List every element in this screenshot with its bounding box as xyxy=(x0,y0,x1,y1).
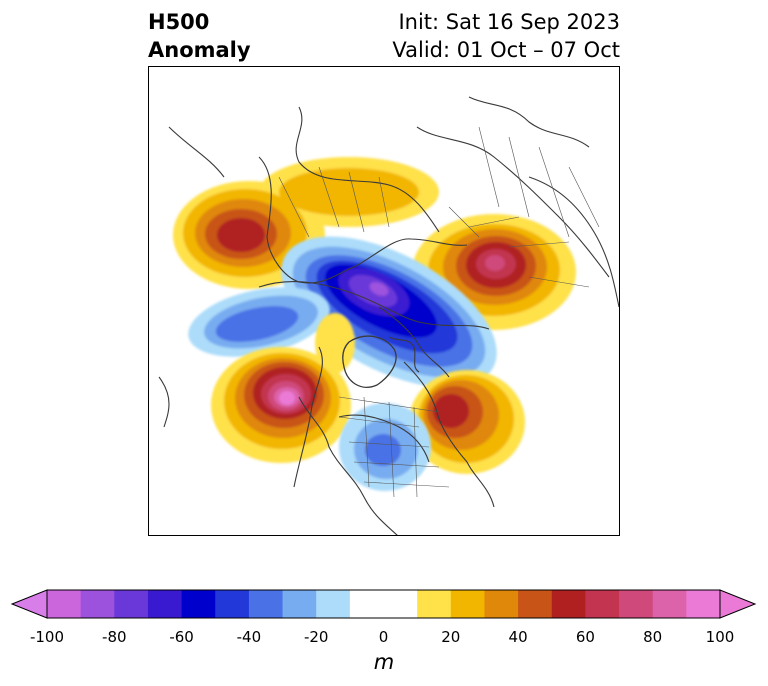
colorbar-cell xyxy=(147,590,183,618)
anomaly-arctic-negative xyxy=(281,236,497,388)
valid-date-range: Valid: 01 Oct – 07 Oct xyxy=(392,38,620,62)
colorbar-tick-label: -60 xyxy=(169,628,194,646)
anomaly-map xyxy=(148,66,620,536)
anomaly-canada-positive xyxy=(409,370,525,474)
colorbar-tick-label: 80 xyxy=(643,628,663,646)
colorbar-cell xyxy=(181,590,216,618)
colorbar-max-extension xyxy=(719,589,757,619)
colorbar-cell xyxy=(114,590,149,618)
colorbar-cell xyxy=(450,590,485,618)
colorbar-tick-label: 100 xyxy=(705,628,735,646)
colorbar-cell xyxy=(248,590,284,618)
colorbar-cell xyxy=(619,590,654,618)
field-title-line2: Anomaly xyxy=(148,38,251,62)
date-title: Init: Sat 16 Sep 2023 Valid: 01 Oct – 07… xyxy=(392,8,620,64)
greenland-landmass xyxy=(342,335,397,388)
colorbar-tick-label: 40 xyxy=(508,628,528,646)
colorbar-cell xyxy=(316,590,351,618)
colorbar-cell xyxy=(551,590,586,618)
colorbar-cell xyxy=(518,590,553,618)
colorbar-tick-label: -40 xyxy=(236,628,262,646)
anomaly-europe-positive xyxy=(173,157,439,289)
colorbar-cell xyxy=(417,590,452,618)
colorbar-cell xyxy=(215,590,250,618)
init-date: Init: Sat 16 Sep 2023 xyxy=(398,10,620,34)
colorbar-tick-label: 20 xyxy=(441,628,461,646)
colorbar-cell xyxy=(585,590,620,618)
field-title: H500 Anomaly xyxy=(148,8,251,64)
colorbar-cells xyxy=(47,590,721,618)
colorbar-cell xyxy=(652,590,687,618)
colorbar-outline xyxy=(46,589,721,619)
anomaly-pacific-positive xyxy=(211,313,355,463)
colorbar xyxy=(10,589,757,619)
coastlines xyxy=(158,96,619,535)
colorbar-tick-label: 60 xyxy=(575,628,595,646)
colorbar-unit: m xyxy=(373,650,395,674)
colorbar-cell xyxy=(47,590,82,618)
colorbar-cell xyxy=(282,590,317,618)
borders xyxy=(278,126,600,498)
colorbar-tick-label: -80 xyxy=(102,628,127,646)
colorbar-cell xyxy=(349,590,418,618)
colorbar-cell xyxy=(484,590,519,618)
colorbar-cell xyxy=(686,590,721,618)
colorbar-min-extension xyxy=(10,589,48,619)
colorbar-tick-label: -100 xyxy=(29,628,65,646)
anomaly-map-svg xyxy=(158,96,619,535)
anomaly-northamerica-negative xyxy=(339,403,431,491)
field-title-line1: H500 xyxy=(148,10,210,34)
colorbar-tick-label: 0 xyxy=(378,628,389,646)
colorbar-cell xyxy=(80,590,115,618)
anomaly-atlantic-negative xyxy=(188,287,330,357)
colorbar-tick-label: -20 xyxy=(303,628,329,646)
